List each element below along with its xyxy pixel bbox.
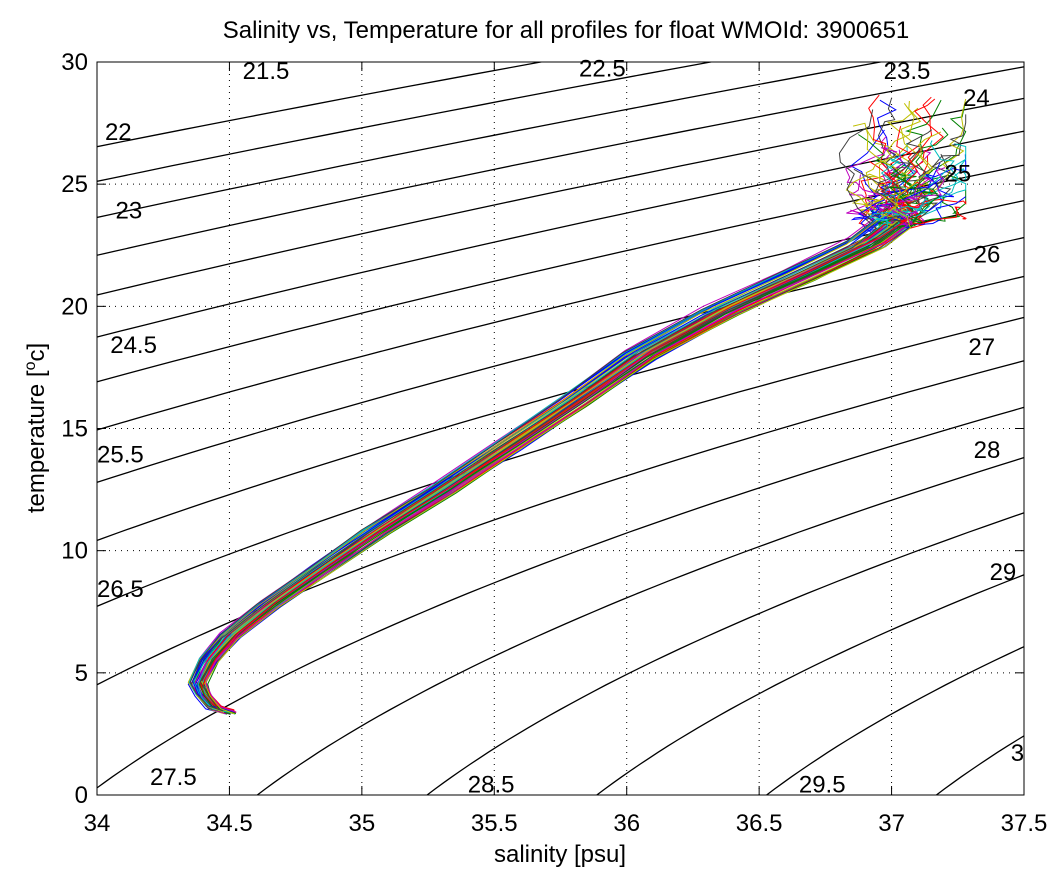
contour-label: 22 bbox=[105, 119, 132, 146]
chart-title: Salinity vs, Temperature for all profile… bbox=[223, 17, 910, 44]
contour-label: 25.5 bbox=[97, 442, 144, 469]
x-axis-label: salinity [psu] bbox=[494, 841, 626, 868]
density-contours bbox=[97, 62, 1024, 795]
density-contour bbox=[97, 66, 1024, 256]
ts-profile bbox=[203, 206, 968, 711]
x-tick-label: 37 bbox=[878, 810, 905, 837]
y-tick-label: 15 bbox=[61, 416, 88, 443]
profiles bbox=[187, 94, 968, 715]
y-tick-label: 20 bbox=[61, 293, 88, 320]
y-tick-label: 30 bbox=[61, 49, 88, 76]
y-axis-label: temperature [oc] bbox=[22, 343, 50, 513]
x-tick-label: 35 bbox=[349, 810, 376, 837]
density-contour bbox=[97, 360, 1024, 686]
density-contour bbox=[97, 97, 1024, 296]
x-tick-label: 34.5 bbox=[206, 810, 253, 837]
grid bbox=[97, 62, 1024, 795]
ticks: 34 34.5 35 35.5 36 36.5 37 37.5 0 5 10 15 20 25 30 bbox=[61, 49, 1047, 837]
contour-label: 24 bbox=[963, 85, 990, 112]
density-contour bbox=[765, 645, 1024, 795]
density-contour bbox=[97, 62, 715, 183]
contour-labels: 21.52222.52323.52424.52525.52626.52727.5… bbox=[97, 56, 1024, 799]
y-tick-label: 0 bbox=[75, 782, 88, 809]
ts-profile bbox=[190, 129, 933, 713]
contour-label: 29.5 bbox=[799, 772, 846, 799]
contour-label: 27 bbox=[968, 334, 995, 361]
ts-profile bbox=[198, 174, 924, 715]
x-tick-label: 35.5 bbox=[471, 810, 518, 837]
density-contour bbox=[97, 316, 1024, 607]
contour-label: 3 bbox=[1011, 740, 1024, 767]
contour-label: 22.5 bbox=[579, 56, 626, 83]
density-contour bbox=[426, 512, 1024, 795]
contour-label: 26 bbox=[974, 241, 1001, 268]
density-contour bbox=[256, 456, 1024, 795]
contour-label: 28 bbox=[974, 437, 1001, 464]
contour-label: 23 bbox=[116, 197, 143, 224]
contour-label: 27.5 bbox=[150, 764, 197, 791]
x-tick-label: 36 bbox=[613, 810, 640, 837]
contour-label: 26.5 bbox=[97, 576, 144, 603]
ts-profile bbox=[204, 131, 942, 715]
ts-profile bbox=[193, 149, 904, 715]
contour-label: 25 bbox=[945, 161, 972, 188]
density-contour bbox=[97, 275, 1024, 542]
contour-label: 24.5 bbox=[110, 332, 157, 359]
density-contour bbox=[97, 406, 1024, 789]
y-tick-label: 25 bbox=[61, 171, 88, 198]
ts-profile bbox=[192, 176, 944, 712]
density-contour bbox=[97, 236, 1024, 484]
ts-profile bbox=[197, 143, 967, 713]
x-tick-label: 36.5 bbox=[736, 810, 783, 837]
ts-profile bbox=[187, 103, 915, 713]
density-contour bbox=[97, 130, 1024, 338]
ts-profile bbox=[189, 109, 874, 712]
ts-profile bbox=[193, 157, 900, 712]
ts-profile bbox=[188, 211, 904, 712]
x-tick-label: 37.5 bbox=[1001, 810, 1048, 837]
y-tick-label: 10 bbox=[61, 538, 88, 565]
contour-label: 29 bbox=[990, 559, 1017, 586]
y-tick-label: 5 bbox=[75, 660, 88, 687]
ts-profile bbox=[204, 196, 966, 714]
contour-label: 28.5 bbox=[468, 772, 515, 799]
ts-profile bbox=[204, 207, 919, 713]
density-contour bbox=[595, 574, 1024, 795]
x-tick-label: 34 bbox=[84, 810, 111, 837]
contour-label: 21.5 bbox=[243, 58, 290, 85]
ts-profile bbox=[199, 168, 902, 712]
density-contour bbox=[97, 62, 885, 219]
